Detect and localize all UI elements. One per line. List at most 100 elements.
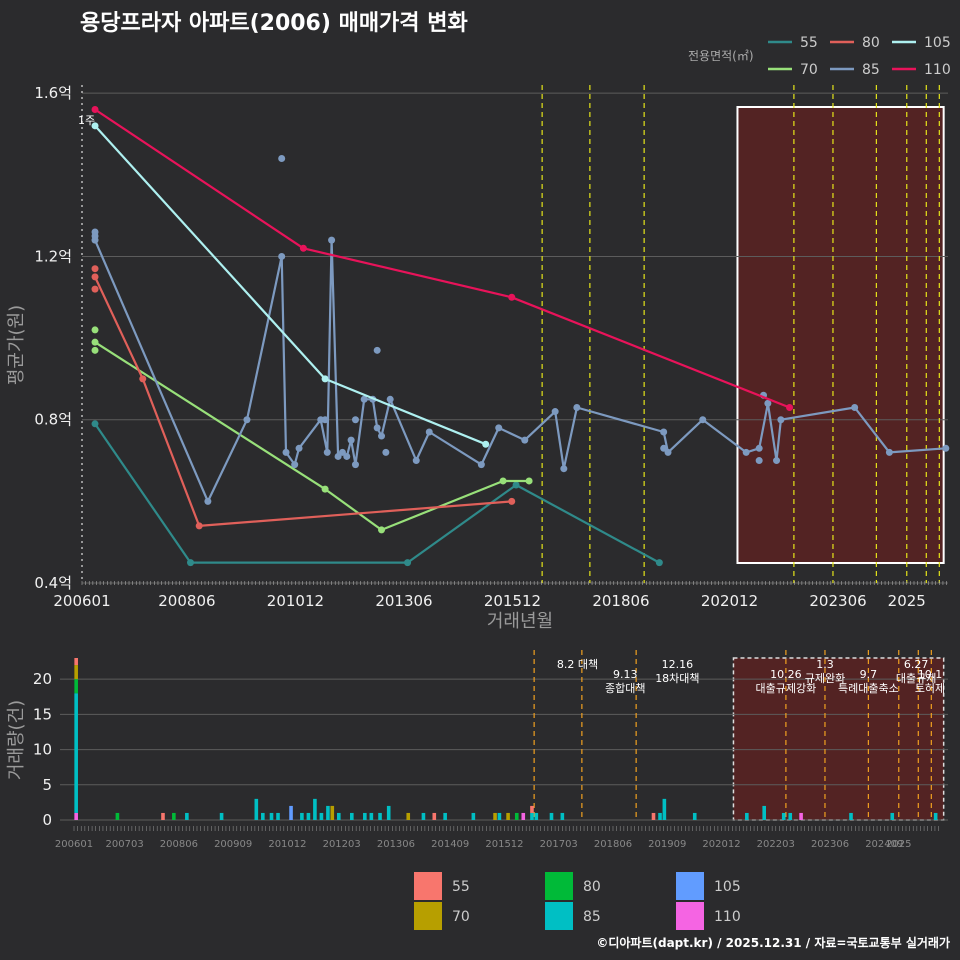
policy-annotation: 9.13: [613, 668, 638, 681]
volume-x-tick: 201512: [485, 839, 523, 850]
volume-bar-85: [319, 812, 324, 820]
legend-label-80: 80: [862, 35, 880, 51]
data-point-85: [360, 395, 368, 403]
volume-bar-80: [514, 812, 519, 820]
series-line-80: [94, 276, 512, 527]
volume-bar-85: [261, 812, 265, 820]
volume-bar-105: [289, 805, 293, 820]
volume-bar-85: [185, 812, 189, 820]
data-point-85: [323, 448, 331, 456]
volume-x-tick: 201306: [377, 839, 415, 850]
data-point-85: [755, 444, 763, 452]
volume-legend-label-70: 70: [452, 909, 470, 925]
volume-bar-55: [74, 658, 78, 666]
data-point-85: [243, 416, 251, 424]
volume-y-axis-title: 거래량(건): [6, 700, 27, 780]
footer-credit: ©디아파트(dapt.kr) / 2025.12.31 / 자료=국토교통부 실…: [596, 935, 950, 950]
volume-bar-85: [560, 812, 565, 820]
volume-bar-85: [933, 812, 938, 820]
y-tick-label: 1.2억: [34, 247, 72, 265]
legend-label-110: 110: [924, 62, 951, 78]
volume-legend: 55 70 80 85 105 110: [414, 872, 741, 930]
price-series: [91, 105, 950, 567]
volume-chart-panel: 0 5 10 15 20 200601 200703 200806 200909 201012 20…: [6, 650, 948, 850]
legend-label-55: 55: [800, 35, 818, 51]
series-line-110: [94, 108, 791, 409]
x-tick-label: 200806: [158, 592, 215, 610]
data-point-85: [321, 416, 329, 424]
volume-legend-label-85: 85: [583, 909, 601, 925]
volume-bar-85: [549, 812, 554, 820]
data-point-85: [495, 424, 503, 432]
data-point-80: [139, 375, 147, 383]
volume-x-tick: 201012: [268, 839, 306, 850]
volume-bar-55: [432, 812, 437, 820]
volume-bar-85: [890, 812, 895, 820]
data-point-70: [91, 338, 99, 346]
data-point-85: [560, 465, 568, 473]
volume-bar-85: [788, 812, 793, 820]
x-tick-label: 201012: [267, 592, 324, 610]
volume-x-tick: 201909: [648, 839, 686, 850]
volume-bar-80: [115, 812, 120, 820]
recent-period-highlight: [736, 106, 945, 564]
volume-bar-80: [172, 812, 176, 820]
volume-legend-swatch-55: [414, 872, 442, 900]
legend-label-85: 85: [862, 62, 880, 78]
data-point-55: [91, 420, 99, 428]
price-axes: 0.4억 0.8억 1.2억 1.6억 200601 200806 201012 201306…: [34, 84, 947, 610]
volume-bar-70: [406, 812, 411, 820]
volume-bar-70: [330, 805, 335, 820]
data-point-110: [299, 244, 307, 252]
data-point-85: [699, 416, 707, 424]
data-point-105: [321, 375, 329, 383]
policy-annotation: 8.2 대책: [557, 658, 598, 671]
data-point-55: [655, 559, 663, 567]
volume-bar-85: [762, 805, 766, 820]
data-point-105: [91, 122, 99, 130]
data-point-70: [91, 326, 99, 334]
data-point-85: [386, 395, 394, 403]
volume-highlight-box: [732, 657, 945, 821]
data-point-85: [295, 444, 303, 452]
x-axis-title: 거래년월: [487, 611, 553, 632]
data-point-85: [755, 457, 763, 465]
legend-title: 전용면적(㎡): [688, 49, 754, 63]
volume-bar-85: [276, 812, 280, 820]
volume-legend-swatch-85: [545, 902, 573, 930]
policy-annotation: 12.16: [662, 658, 694, 671]
data-point-85: [942, 444, 950, 452]
volume-bar-85: [336, 812, 341, 820]
x-tick-label: 201306: [375, 592, 432, 610]
volume-bar-85: [658, 812, 662, 820]
y-tick-label: 1.6억: [34, 84, 72, 102]
data-point-110: [786, 403, 794, 411]
volume-bar-85: [350, 812, 354, 820]
start-marker-label: 1주: [78, 114, 95, 127]
policy-annotation: 10.1: [918, 668, 943, 681]
volume-x-tick: 200601: [55, 839, 93, 850]
volume-x-tick: 202306: [811, 839, 849, 850]
data-point-85: [660, 428, 668, 436]
data-point-80: [508, 497, 516, 505]
volume-legend-label-105: 105: [714, 879, 741, 895]
data-point-55: [404, 559, 412, 567]
policy-annotation: 1.3: [816, 658, 834, 671]
data-point-85: [278, 252, 286, 260]
volume-bar-55: [651, 812, 656, 820]
data-point-85: [282, 448, 290, 456]
volume-bar-85: [443, 812, 447, 820]
data-point-85: [91, 232, 99, 240]
data-point-85: [382, 448, 390, 456]
volume-bar-85: [421, 812, 426, 820]
volume-y-tick: 5: [42, 776, 52, 794]
data-point-85: [343, 452, 351, 460]
data-point-110: [91, 105, 99, 113]
policy-annotation: 대출규제강화: [756, 682, 817, 695]
volume-bar-85: [254, 798, 259, 820]
volume-x-tick: 201409: [431, 839, 469, 850]
policy-annotation: 대출규제: [896, 672, 936, 685]
volume-bar-85: [300, 812, 304, 820]
highlight-box: [736, 106, 945, 564]
